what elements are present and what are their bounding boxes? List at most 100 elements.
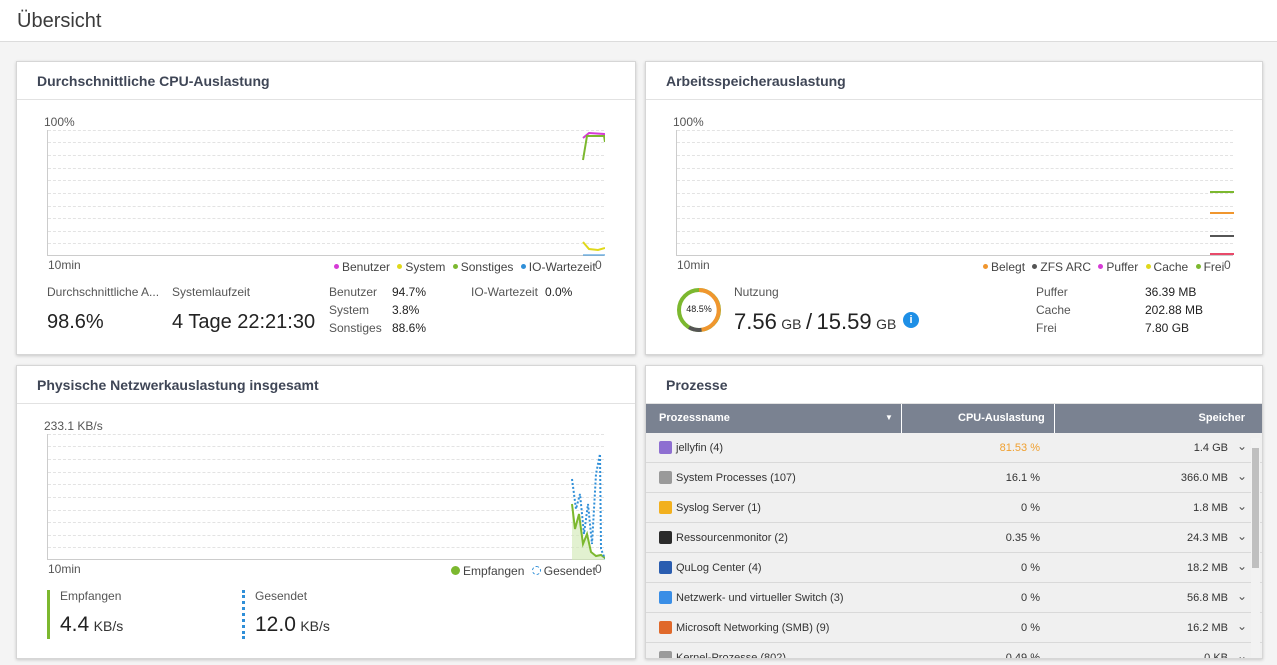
memory-free-value: 7.80 GB <box>1145 321 1190 335</box>
process-memory: 24.3 MB <box>1187 532 1228 544</box>
legend-dot-icon <box>452 264 458 270</box>
cpu-other-value: 88.6% <box>392 321 427 335</box>
cpu-avg-value: 98.6% <box>47 311 104 333</box>
memory-sep: / <box>805 309 813 334</box>
table-row[interactable]: Netzwerk- und virtueller Switch (3) 0 % 56… <box>646 583 1262 613</box>
chevron-down-icon[interactable]: ⌄ <box>1236 559 1247 573</box>
process-memory: 56.8 MB <box>1187 592 1228 604</box>
network-chart-lines <box>571 453 605 560</box>
legend-dot-icon <box>451 566 460 576</box>
cpu-system-label: System <box>329 303 370 317</box>
kernel-icon <box>659 651 672 658</box>
info-icon[interactable]: i <box>903 312 919 328</box>
table-row[interactable]: System Processes (107) 16.1 % 366.0 MB ⌄ <box>646 463 1262 493</box>
table-row[interactable]: Ressourcenmonitor (2) 0.35 % 24.3 MB ⌄ <box>646 523 1262 553</box>
cpu-user-label: Benutzer <box>329 285 378 299</box>
col-header-name[interactable]: Prozessname <box>659 412 730 424</box>
table-row[interactable]: Microsoft Networking (SMB) (9) 0 % 16.2 MB… <box>646 613 1262 643</box>
network-sent-bar <box>242 590 245 639</box>
process-memory: 1.8 MB <box>1193 502 1228 514</box>
smb-icon <box>659 621 672 634</box>
cpu-chart <box>47 130 605 256</box>
chevron-down-icon[interactable]: ⌄ <box>1236 649 1247 659</box>
memory-total: 15.59 <box>816 309 872 334</box>
legend-dot-icon <box>1032 264 1038 270</box>
memory-buffer-value: 36.39 MB <box>1145 285 1197 299</box>
network-received-label: Empfangen <box>60 589 122 603</box>
table-row[interactable]: QuLog Center (4) 0 % 18.2 MB ⌄ <box>646 553 1262 583</box>
process-memory: 1.4 GB <box>1193 442 1228 454</box>
processes-card-title: Prozesse <box>666 377 728 393</box>
process-name: Ressourcenmonitor (2) <box>676 532 788 544</box>
memory-chart-ymax: 100% <box>673 115 704 129</box>
memory-card-header: Arbeitsspeicherauslastung <box>646 62 1262 100</box>
memory-donut-label: 48.5% <box>686 304 712 314</box>
cpu-chart-lines <box>582 131 605 256</box>
network-chart-xend: 0 <box>595 562 602 576</box>
legend-dot-icon <box>983 264 988 270</box>
network-sent-label: Gesendet <box>255 589 308 603</box>
memory-usage-value: 7.56 GB / 15.59 GB <box>734 309 896 335</box>
memory-legend: Belegt ZFS ARC Puffer Cache Frei <box>979 260 1224 274</box>
legend-dot-icon <box>1195 264 1201 270</box>
network-card: Physische Netzwerkauslastung insgesamt 2… <box>16 365 636 659</box>
memory-buffer-label: Puffer <box>1036 285 1068 299</box>
cpu-chart-xstart: 10min <box>48 258 81 272</box>
memory-card: Arbeitsspeicherauslastung 100% 10min 0 B… <box>645 61 1263 355</box>
cpu-line-sonstiges <box>582 135 605 161</box>
network-received-bar <box>47 590 50 639</box>
memory-donut-chart <box>677 288 721 332</box>
processes-card: Prozesse Prozessname ▼ CPU-Auslastung Sp… <box>645 365 1263 659</box>
chevron-down-icon[interactable]: ⌄ <box>1236 529 1247 543</box>
network-switch-icon <box>659 591 672 604</box>
chevron-down-icon[interactable]: ⌄ <box>1236 469 1247 483</box>
qulog-icon <box>659 561 672 574</box>
processes-scrollbar[interactable] <box>1251 438 1260 658</box>
cpu-chart-ymax: 100% <box>44 115 75 129</box>
chevron-down-icon[interactable]: ⌄ <box>1236 589 1247 603</box>
legend-dot-icon <box>531 566 541 576</box>
legend-dot-icon <box>334 264 339 270</box>
memory-free-label: Frei <box>1036 321 1057 335</box>
network-received-value: 4.4 KB/s <box>60 613 124 636</box>
network-line-empfangen <box>571 503 605 559</box>
table-row[interactable]: Syslog Server (1) 0 % 1.8 MB ⌄ <box>646 493 1262 523</box>
process-cpu: 0 % <box>1021 562 1040 574</box>
chevron-down-icon[interactable]: ⌄ <box>1236 499 1247 513</box>
chevron-down-icon[interactable]: ⌄ <box>1236 619 1247 633</box>
processes-card-header: Prozesse <box>646 366 1262 404</box>
network-card-header: Physische Netzwerkauslastung insgesamt <box>17 366 635 404</box>
chevron-down-icon[interactable]: ⌄ <box>1236 439 1247 453</box>
page-title: Übersicht <box>17 10 102 32</box>
network-area-empfangen <box>572 504 605 560</box>
memory-usage-label: Nutzung <box>734 285 779 299</box>
cpu-user-value: 94.7% <box>392 285 427 299</box>
cpu-chart-xend: 0 <box>595 258 602 272</box>
process-memory: 18.2 MB <box>1187 562 1228 574</box>
cpu-line-system <box>582 241 605 252</box>
process-cpu: 81.53 % <box>999 442 1040 454</box>
network-line-gesendet <box>571 453 605 560</box>
process-name: QuLog Center (4) <box>676 562 762 574</box>
processes-scrollbar-thumb[interactable] <box>1252 448 1259 568</box>
sort-down-icon[interactable]: ▼ <box>885 413 893 422</box>
table-row[interactable]: Kernel-Prozesse (802) 0.49 % 0 KB ⌄ <box>646 643 1262 659</box>
memory-donut-used-arc <box>698 288 721 332</box>
memory-used: 7.56 <box>734 309 777 334</box>
process-memory: 16.2 MB <box>1187 622 1228 634</box>
memory-chart-lines <box>1210 191 1234 255</box>
legend-dot-icon <box>520 264 526 270</box>
cpu-legend-benutzer: Benutzer <box>334 260 390 274</box>
memory-cache-label: Cache <box>1036 303 1071 317</box>
table-row[interactable]: jellyfin (4) 81.53 % 1.4 GB ⌄ <box>646 433 1262 463</box>
memory-donut-zfs-arc <box>688 325 702 332</box>
network-legend-empfangen: Empfangen <box>451 564 524 578</box>
cpu-avg-label: Durchschnittliche A... <box>47 285 160 299</box>
cpu-legend: Benutzer System Sonstiges IO-Wartezeit <box>330 260 596 274</box>
col-header-mem[interactable]: Speicher <box>1198 412 1245 424</box>
process-name: jellyfin (4) <box>676 442 724 454</box>
process-cpu: 0.49 % <box>1005 652 1040 659</box>
legend-dot-icon <box>1098 264 1104 270</box>
processes-table-header: Prozessname ▼ CPU-Auslastung Speicher <box>646 404 1262 433</box>
col-header-cpu[interactable]: CPU-Auslastung <box>958 412 1045 424</box>
